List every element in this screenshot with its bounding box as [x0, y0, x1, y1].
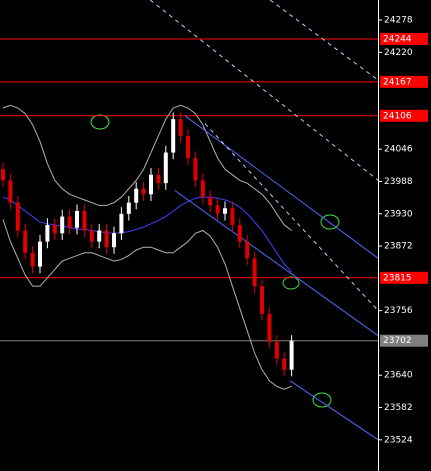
- y-tick-label: 24278: [384, 16, 413, 26]
- candle-body: [89, 230, 94, 242]
- indicator-line: [2, 104, 292, 231]
- candle-body: [171, 119, 176, 153]
- candle-body: [38, 241, 42, 267]
- y-tick-label: 23756: [384, 306, 413, 316]
- candle-body: [208, 197, 213, 206]
- y-tick-label: 23524: [384, 435, 413, 445]
- candle-body: [112, 233, 116, 248]
- candle-body: [289, 340, 294, 370]
- indicator-line: [2, 219, 292, 390]
- candle-body: [23, 230, 28, 253]
- level-label-box: [380, 109, 428, 122]
- candle-body: [282, 358, 287, 370]
- marker-circle: [320, 214, 340, 230]
- y-tick-label: 23872: [384, 242, 413, 252]
- candle-body: [274, 341, 279, 359]
- trend-line: [204, 123, 379, 311]
- level-label: 23702: [383, 336, 412, 346]
- candle-body: [45, 224, 50, 242]
- candle-body: [156, 174, 161, 184]
- candle-body: [260, 286, 264, 314]
- candle-body: [193, 158, 198, 181]
- y-tick-label: 23930: [384, 209, 413, 219]
- candle-body: [134, 188, 139, 203]
- candle-body: [200, 180, 205, 198]
- candle-body: [163, 152, 168, 184]
- candle-body: [60, 216, 65, 234]
- annotations: [90, 114, 340, 408]
- trend-line: [269, 0, 379, 81]
- candle-body: [267, 314, 272, 342]
- candle-body: [126, 202, 131, 214]
- candle-body: [104, 230, 109, 248]
- candle-body: [223, 208, 227, 214]
- trend-line: [174, 189, 379, 337]
- y-tick-label: 24220: [384, 48, 413, 58]
- candle-body: [1, 169, 5, 181]
- candle-body: [186, 135, 190, 159]
- candle-body: [252, 258, 257, 287]
- trend-line: [289, 380, 379, 441]
- candle-body: [178, 119, 183, 136]
- level-label-box: [380, 75, 428, 88]
- level-label: 24167: [383, 77, 412, 87]
- candle-body: [15, 202, 20, 231]
- candle-body: [52, 224, 57, 234]
- candle-body: [245, 241, 250, 259]
- level-label-box: [380, 271, 428, 284]
- trend-line: [184, 115, 379, 259]
- candle-body: [30, 252, 35, 267]
- candle-body: [97, 230, 102, 242]
- level-label-box: [380, 32, 428, 45]
- level-label: 24244: [383, 34, 412, 44]
- candle-body: [141, 188, 146, 195]
- candle-body: [67, 216, 72, 228]
- y-tick-label: 23640: [384, 371, 413, 381]
- candle-body: [149, 174, 153, 195]
- marker-circle: [312, 392, 332, 408]
- marker-circle: [90, 114, 110, 130]
- y-tick-label: 24046: [384, 145, 413, 155]
- y-tick-label: 23582: [384, 403, 413, 413]
- marker-circle: [282, 276, 300, 290]
- y-tick-label: 23988: [384, 177, 413, 187]
- level-label: 24106: [383, 111, 412, 121]
- candle-body: [119, 213, 124, 234]
- candle-body: [230, 208, 235, 225]
- candle-body: [75, 211, 79, 228]
- candle-body: [82, 211, 87, 231]
- indicator-line: [2, 196, 292, 273]
- candle-body: [8, 180, 13, 203]
- trend-line: [149, 0, 379, 181]
- level-label-box: [380, 334, 428, 347]
- candle-body: [215, 205, 220, 214]
- level-label: 23815: [383, 273, 412, 283]
- candle-body: [237, 224, 242, 242]
